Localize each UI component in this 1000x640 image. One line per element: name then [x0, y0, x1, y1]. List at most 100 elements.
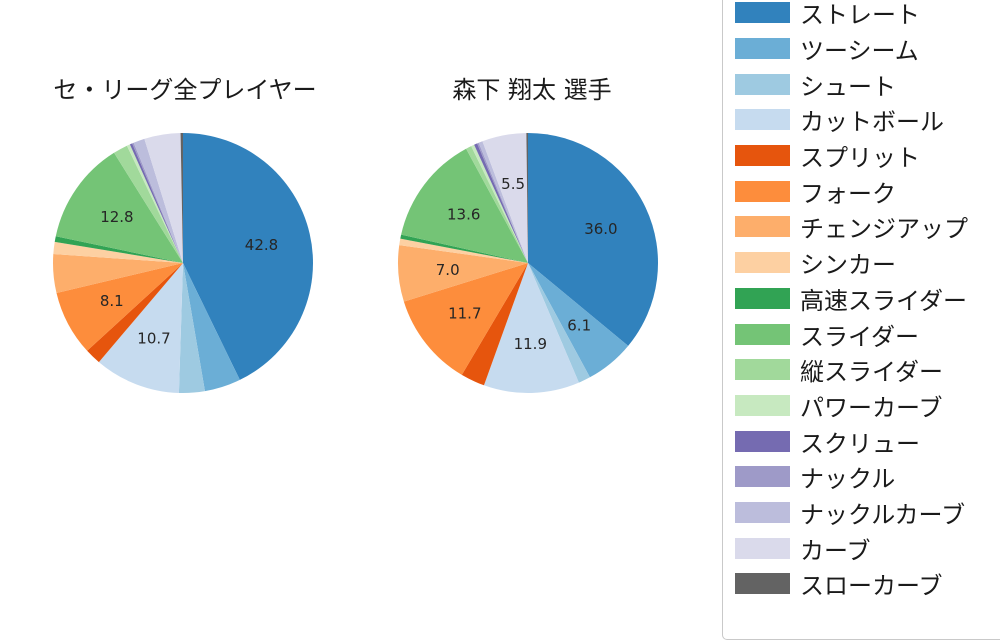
legend-item: カットボール	[735, 102, 1000, 138]
pie-slice	[528, 263, 590, 383]
legend-swatch	[735, 38, 790, 60]
legend-item: ナックル	[735, 459, 1000, 495]
pie-slice	[126, 144, 183, 263]
pie-slice	[471, 144, 528, 263]
left-chart-title: セ・リーグ全プレイヤー	[53, 76, 317, 104]
legend-label: ナックルカーブ	[800, 500, 966, 529]
legend-swatch	[735, 359, 790, 381]
pie-slice	[183, 133, 313, 380]
pie-slice	[98, 263, 183, 393]
pie-slice	[403, 263, 528, 375]
legend-item: スプリット	[735, 138, 1000, 174]
pie-slice	[132, 142, 183, 263]
legend-swatch	[735, 252, 790, 274]
pie-slice	[528, 263, 629, 378]
legend-swatch	[735, 430, 790, 452]
legend-item: スローカーブ	[735, 566, 1000, 602]
pie-percent-label: 11.7	[448, 304, 481, 322]
legend-label: 高速スライダー	[800, 286, 968, 315]
legend-swatch	[735, 2, 790, 24]
legend-swatch	[735, 287, 790, 309]
legend-item: チェンジアップ	[735, 209, 1000, 245]
legend-label: カットボール	[800, 108, 944, 137]
legend-swatch	[735, 73, 790, 95]
pie-slice	[133, 138, 183, 263]
pie-chart-player-morishita: 36.0 6.1 11.9 11.7 7.0 13.6 5.5	[398, 133, 659, 393]
pie-percent-label: 7.0	[436, 261, 460, 279]
legend: ストレートツーシームシュートカットボール スプリットフォークチェンジアップ シンカー…	[722, 0, 1000, 640]
legend-label: パワーカーブ	[800, 393, 943, 422]
legend-item: パワーカーブ	[735, 388, 1000, 424]
legend-label: ストレート	[800, 1, 920, 30]
pie-slice	[180, 132, 183, 263]
legend-label: フォーク	[800, 179, 896, 208]
pie-slice	[526, 133, 528, 263]
pie-slice	[56, 263, 183, 351]
pie-slice	[129, 143, 183, 263]
pie-percent-label: 11.9	[514, 335, 547, 353]
pie-slice	[398, 245, 528, 302]
pie-slice	[114, 145, 183, 263]
pie-slice	[483, 263, 579, 393]
pie-percent-label: 13.6	[447, 206, 480, 224]
legend-swatch	[735, 573, 790, 595]
pie-slice	[144, 133, 183, 263]
legend-label: 縦スライダー	[800, 358, 944, 387]
legend-label: シンカー	[800, 251, 896, 280]
legend-label: スクリュー	[800, 429, 920, 458]
pie-slice	[178, 263, 205, 394]
pie-slice	[528, 133, 659, 346]
pie-slice	[183, 263, 240, 392]
legend-swatch	[735, 466, 790, 488]
legend-label: スローカーブ	[800, 572, 943, 601]
legend-item: フォーク	[735, 173, 1000, 209]
pie-slice	[400, 234, 528, 263]
legend-label: ナックル	[800, 465, 896, 494]
legend-swatch	[735, 180, 790, 202]
legend-item: シュート	[735, 66, 1000, 102]
legend-item: ナックルカーブ	[735, 495, 1000, 531]
legend-item: スクリュー	[735, 423, 1000, 459]
pie-slice	[87, 263, 183, 363]
legend-label: ツーシーム	[800, 37, 919, 66]
pie-percent-label: 10.7	[137, 329, 170, 347]
legend-item: 高速スライダー	[735, 281, 1000, 317]
pie-slice	[466, 146, 528, 263]
pie-slice	[478, 141, 528, 263]
pie-percent-label: 6.1	[567, 317, 591, 335]
legend-swatch	[735, 501, 790, 523]
pie-slice	[54, 236, 184, 263]
pie-slice	[55, 152, 183, 263]
legend-label: スプリット	[800, 144, 920, 173]
pie-slice	[53, 241, 184, 263]
pie-slice	[401, 148, 528, 263]
pie-percent-label: 5.5	[501, 175, 525, 193]
pie-percent-label: 42.8	[245, 236, 278, 254]
legend-swatch	[735, 537, 790, 559]
pie-slice	[482, 133, 528, 263]
legend-swatch	[735, 216, 790, 238]
pie-slice	[53, 254, 183, 293]
right-chart-title: 森下 翔太 選手	[452, 76, 612, 104]
legend-label: スライダー	[800, 322, 920, 351]
legend-swatch	[735, 323, 790, 345]
legend-item: ストレート	[735, 0, 1000, 31]
legend-label: カーブ	[800, 536, 871, 565]
pie-slice	[399, 238, 528, 263]
legend-swatch	[735, 394, 790, 416]
pie-slice	[474, 143, 528, 263]
pie-percent-label: 12.8	[100, 208, 133, 226]
legend-item: ツーシーム	[735, 31, 1000, 67]
legend-label: チェンジアップ	[800, 215, 968, 244]
legend-item: スライダー	[735, 316, 1000, 352]
pitch-type-comparison-figure: セ・リーグ全プレイヤー 森下 翔太 選手 42.8 10.7 8.1 12.8 36.…	[53, 0, 1000, 640]
legend-item: カーブ	[735, 530, 1000, 566]
pie-slice	[461, 263, 528, 386]
legend-swatch	[735, 109, 790, 131]
legend-swatch	[735, 145, 790, 167]
legend-item: シンカー	[735, 245, 1000, 281]
legend-label: シュート	[800, 72, 896, 101]
pie-percent-label: 36.0	[584, 220, 617, 238]
pie-percent-label: 8.1	[100, 292, 124, 310]
pie-slice	[477, 142, 528, 263]
